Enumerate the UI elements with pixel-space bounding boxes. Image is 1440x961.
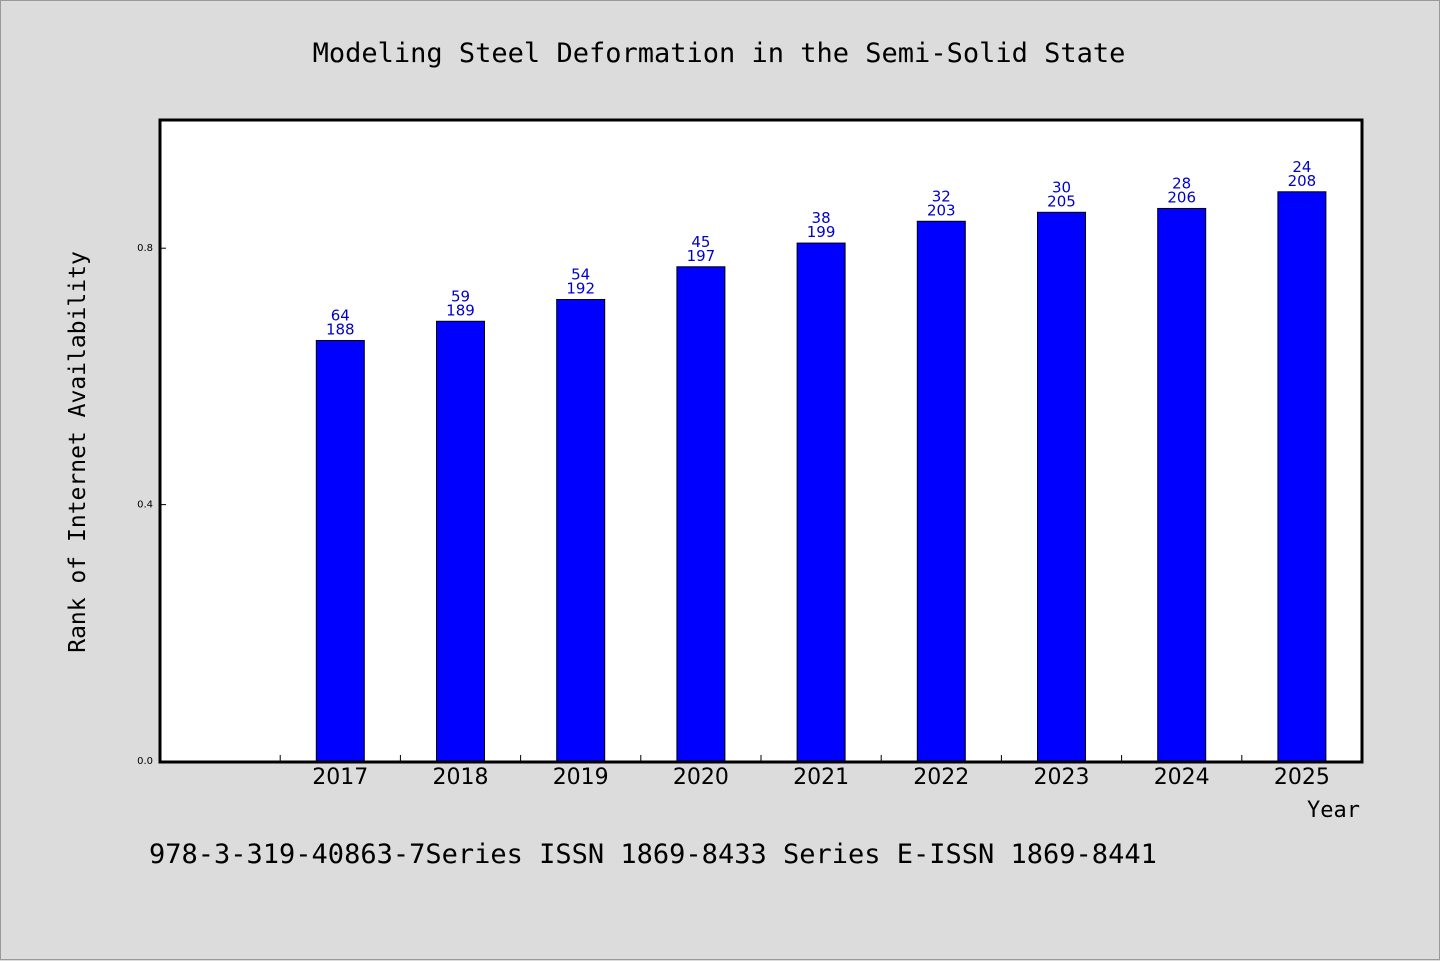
data-label-top: 54 [571, 265, 590, 283]
y-tick-label: 0.8 [137, 243, 153, 254]
data-label-top: 64 [331, 307, 350, 325]
bar [916, 220, 966, 762]
bar [796, 242, 846, 762]
x-tick-label: 2018 [433, 765, 489, 790]
y-tick-label: 0.0 [137, 756, 153, 767]
data-label-top: 38 [812, 209, 831, 227]
data-label-bottom: 192 [566, 279, 595, 297]
data-label-bottom: 199 [807, 223, 836, 241]
data-label-top: 28 [1172, 174, 1191, 192]
data-label-bottom: 206 [1167, 188, 1196, 206]
bar [1277, 191, 1327, 762]
x-axis-ticks: 2017 2018 2019 2020 2021 2022 2023 2024 2025 [279, 755, 1330, 790]
x-tick-label: 2021 [793, 765, 849, 790]
data-label-top: 59 [451, 287, 470, 305]
bar [436, 320, 485, 762]
footer-isbn: 978-3-319-40863-7Series ISSN 1869-8433 S… [149, 839, 1157, 870]
data-label-bottom: 208 [1288, 172, 1317, 190]
data-label-bottom: 203 [927, 201, 956, 219]
bar [556, 298, 606, 762]
x-axis-label: Year [1307, 798, 1360, 823]
x-tick-label: 2017 [312, 765, 368, 790]
bar [315, 340, 365, 762]
x-tick-label: 2019 [553, 765, 609, 790]
bar [1157, 207, 1207, 762]
y-tick-label: 0.4 [137, 500, 153, 511]
data-label-top: 45 [691, 233, 710, 251]
x-tick-label: 2024 [1154, 765, 1210, 790]
x-tick-label: 2025 [1274, 765, 1330, 790]
x-tick-label: 2023 [1034, 765, 1090, 790]
y-axis-ticks: 0.0 0.4 0.8 [137, 243, 166, 767]
chart-title: Modeling Steel Deformation in the Semi-S… [313, 38, 1126, 69]
data-label-bottom: 205 [1047, 192, 1076, 210]
data-label-bottom: 189 [446, 301, 475, 319]
bar [1037, 211, 1086, 762]
x-tick-label: 2020 [673, 765, 729, 790]
y-axis-label: Rank of Internet Availability [65, 251, 91, 653]
data-label-top: 24 [1292, 158, 1311, 176]
data-label-top: 32 [932, 187, 951, 205]
data-label-bottom: 188 [326, 321, 355, 339]
x-tick-label: 2022 [913, 765, 969, 790]
data-label-bottom: 197 [687, 247, 716, 265]
bar [676, 266, 726, 762]
data-label-top: 30 [1052, 178, 1071, 196]
